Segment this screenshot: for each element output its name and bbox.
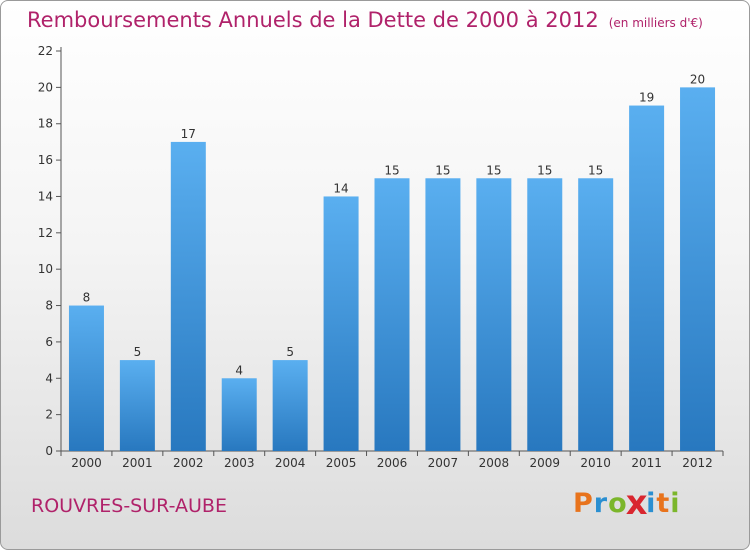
x-tick-label: 2002: [173, 456, 204, 470]
x-tick-label: 2010: [580, 456, 611, 470]
y-tick-label: 0: [45, 444, 53, 458]
x-tick-label: 2009: [529, 456, 560, 470]
bar-value-label: 14: [333, 181, 348, 195]
bar: [221, 378, 257, 451]
y-tick-label: 8: [45, 299, 53, 313]
bar-value-label: 15: [384, 163, 399, 177]
logo-letter: i: [670, 488, 681, 519]
x-tick-label: 2011: [631, 456, 662, 470]
bar-value-label: 17: [181, 127, 196, 141]
bar: [119, 360, 155, 451]
chart-title: Remboursements Annuels de la Dette de 20…: [27, 8, 703, 32]
logo-letter: i: [646, 488, 657, 519]
y-tick-label: 2: [45, 408, 53, 422]
bar-value-label: 4: [235, 363, 243, 377]
bar: [170, 141, 206, 451]
x-tick-label: 2003: [224, 456, 255, 470]
bar-value-label: 15: [486, 163, 501, 177]
logo-letter: o: [608, 488, 628, 519]
chart-title-text: Remboursements Annuels de la Dette de 20…: [27, 8, 599, 32]
logo-letter: r: [593, 488, 609, 519]
bar: [425, 178, 461, 452]
bar: [527, 178, 563, 452]
bars: [68, 87, 716, 452]
bar-value-label: 5: [134, 345, 142, 359]
y-tick-label: 22: [38, 44, 53, 58]
x-axis: 2000 2001 2002 2003 2004 2005 2006 2007 2008 2009…: [60, 450, 724, 470]
chart-subtitle: (en milliers d'€): [608, 16, 703, 30]
bar-value-label: 20: [690, 72, 705, 86]
y-tick-label: 14: [38, 189, 53, 203]
bar-value-label: 8: [83, 291, 91, 305]
x-tick-label: 2008: [479, 456, 510, 470]
bar: [68, 305, 104, 451]
bar: [680, 87, 716, 451]
bar: [629, 105, 665, 451]
bar-value-label: 15: [588, 163, 603, 177]
x-tick-label: 2006: [377, 456, 408, 470]
bar: [374, 178, 410, 452]
data-labels: 8 5 17 4 5 14 15 15 15 15 15 19 20: [83, 72, 706, 377]
y-tick-label: 18: [38, 117, 53, 131]
logo-letter: t: [656, 488, 671, 519]
bar-value-label: 19: [639, 91, 654, 105]
y-axis: 0 2 4 6 8 10 12 14 16 18 20 22: [38, 44, 62, 458]
bar-value-label: 15: [537, 163, 552, 177]
y-tick-label: 16: [38, 153, 53, 167]
x-tick-label: 2005: [326, 456, 357, 470]
bar-chart: 0 2 4 6 8 10 12 14 16 18 20 22 2000 2001 2002 2003 2004…: [38, 44, 724, 470]
bar-value-label: 15: [435, 163, 450, 177]
bar: [323, 196, 359, 451]
y-tick-label: 4: [45, 371, 53, 385]
y-tick-label: 10: [38, 262, 53, 276]
y-tick-label: 12: [38, 226, 53, 240]
y-tick-label: 6: [45, 335, 53, 349]
x-tick-label: 2007: [428, 456, 459, 470]
logo-letter: P: [573, 488, 594, 519]
logo-letter: x: [625, 484, 649, 523]
bar: [476, 178, 512, 452]
town-name: ROUVRES-SUR-AUBE: [31, 495, 227, 517]
proxiti-logo: Proxiti: [573, 484, 681, 523]
bar-value-label: 5: [286, 345, 294, 359]
x-tick-label: 2012: [682, 456, 713, 470]
bar: [272, 360, 308, 451]
x-tick-label: 2004: [275, 456, 306, 470]
x-tick-label: 2001: [122, 456, 153, 470]
x-tick-label: 2000: [71, 456, 102, 470]
bar: [578, 178, 614, 452]
y-tick-label: 20: [38, 80, 53, 94]
